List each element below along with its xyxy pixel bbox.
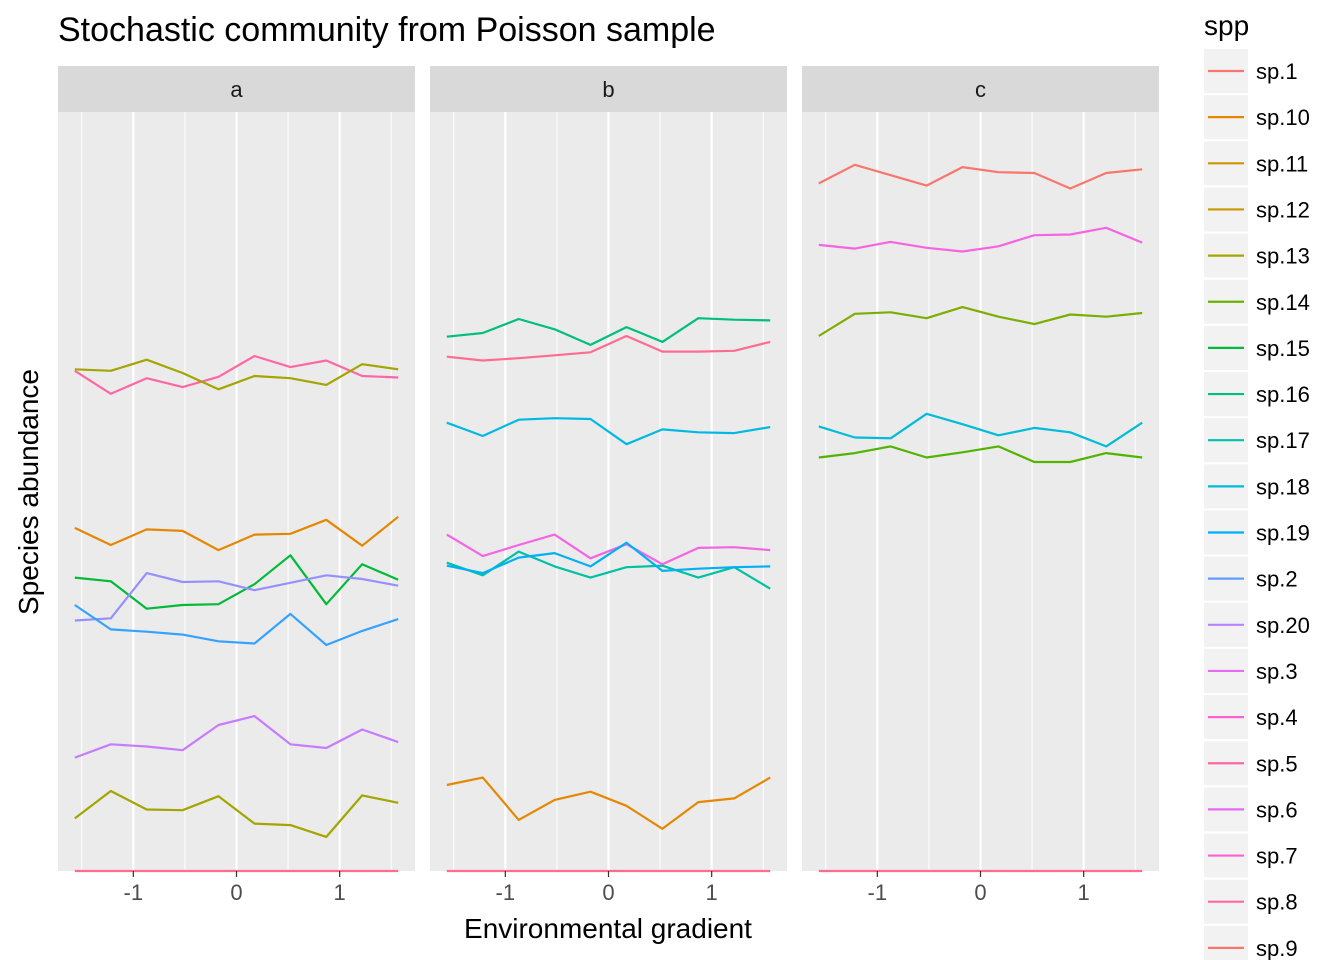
chart-title: Stochastic community from Poisson sample bbox=[58, 11, 716, 49]
legend-label: sp.6 bbox=[1256, 797, 1298, 822]
series-line-c-2 bbox=[818, 226, 1143, 253]
legend-label: sp.12 bbox=[1256, 197, 1310, 222]
series-line-a-8 bbox=[74, 789, 399, 839]
series-line-b-4 bbox=[446, 533, 771, 566]
legend-item: sp.13 bbox=[1204, 233, 1310, 278]
legend-label: sp.1 bbox=[1256, 59, 1298, 84]
legend-item: sp.20 bbox=[1204, 602, 1310, 647]
legend-label: sp.15 bbox=[1256, 336, 1310, 361]
facet-panel-a: a -1 0 1 bbox=[58, 66, 415, 905]
legend: spp sp.1 sp.10 sp.11 sp.12 sp.13 sp.14 sp.15 sp… bbox=[1204, 10, 1310, 960]
legend-label: sp.20 bbox=[1256, 613, 1310, 638]
legend-label: sp.9 bbox=[1256, 936, 1298, 960]
legend-item: sp.11 bbox=[1204, 141, 1308, 186]
x-tick-label: 0 bbox=[602, 880, 614, 905]
legend-item: sp.15 bbox=[1204, 325, 1310, 370]
legend-key bbox=[1204, 925, 1248, 960]
series-line-b-7 bbox=[446, 776, 771, 830]
facet-strip-label: c bbox=[975, 77, 986, 102]
facet-strip bbox=[430, 66, 787, 112]
legend-item: sp.3 bbox=[1204, 648, 1298, 693]
legend-label: sp.11 bbox=[1256, 151, 1308, 176]
legend-label: sp.13 bbox=[1256, 244, 1310, 269]
x-tick-label: 0 bbox=[230, 880, 242, 905]
legend-item: sp.18 bbox=[1204, 464, 1310, 509]
legend-label: sp.4 bbox=[1256, 705, 1298, 730]
legend-item: sp.16 bbox=[1204, 372, 1310, 417]
legend-item: sp.10 bbox=[1204, 95, 1310, 140]
series-line-a-5 bbox=[74, 571, 399, 622]
x-tick-label: 1 bbox=[706, 880, 718, 905]
legend-label: sp.14 bbox=[1256, 290, 1310, 315]
legend-label: sp.5 bbox=[1256, 751, 1298, 776]
series-line-b-3 bbox=[446, 417, 771, 446]
x-axis-title: Environmental gradient bbox=[464, 913, 752, 944]
series-line-a-6 bbox=[74, 604, 399, 647]
legend-label: sp.16 bbox=[1256, 382, 1310, 407]
legend-item: sp.12 bbox=[1204, 187, 1310, 232]
legend-item: sp.5 bbox=[1204, 741, 1298, 786]
series-line-a-2 bbox=[74, 358, 399, 391]
x-tick-label: 1 bbox=[1078, 880, 1090, 905]
series-line-b-5 bbox=[446, 550, 771, 590]
legend-item: sp.7 bbox=[1204, 833, 1298, 878]
legend-label: sp.10 bbox=[1256, 105, 1310, 130]
series-line-a-7 bbox=[74, 714, 399, 759]
facet-strip bbox=[802, 66, 1159, 112]
x-tick-label: -1 bbox=[124, 880, 144, 905]
legend-label: sp.8 bbox=[1256, 890, 1298, 915]
facet-panel-c: c -1 0 1 bbox=[802, 66, 1159, 905]
x-tick-label: -1 bbox=[496, 880, 516, 905]
facet-panel-b: b -1 0 1 bbox=[430, 66, 787, 905]
legend-item: sp.2 bbox=[1204, 556, 1298, 601]
legend-label: sp.3 bbox=[1256, 659, 1298, 684]
legend-label: sp.19 bbox=[1256, 521, 1310, 546]
legend-label: sp.7 bbox=[1256, 844, 1298, 869]
legend-item: sp.8 bbox=[1204, 879, 1298, 924]
legend-item: sp.14 bbox=[1204, 279, 1310, 324]
legend-label: sp.18 bbox=[1256, 474, 1310, 499]
legend-item: sp.1 bbox=[1204, 49, 1298, 93]
facet-strip bbox=[58, 66, 415, 112]
series-line-c-5 bbox=[818, 445, 1143, 464]
legend-item: sp.4 bbox=[1204, 695, 1298, 740]
legend-label: sp.2 bbox=[1256, 567, 1298, 592]
series-line-c-3 bbox=[818, 306, 1143, 337]
series-line-c-4 bbox=[818, 412, 1143, 448]
legend-item: sp.19 bbox=[1204, 510, 1310, 555]
facet-strip-label: a bbox=[230, 77, 243, 102]
series-line-b-6 bbox=[446, 541, 771, 575]
x-tick-label: -1 bbox=[868, 880, 888, 905]
legend-label: sp.17 bbox=[1256, 428, 1310, 453]
legend-title: spp bbox=[1204, 10, 1249, 41]
series-line-b-2 bbox=[446, 334, 771, 362]
facet-panels: a -1 0 1 b -1 0 1 c -1 0 1 bbox=[58, 66, 1159, 905]
legend-item: sp.6 bbox=[1204, 787, 1298, 832]
x-tick-label: 1 bbox=[334, 880, 346, 905]
series-line-c-1 bbox=[818, 163, 1143, 190]
series-line-a-3 bbox=[74, 515, 399, 552]
facet-strip-label: b bbox=[602, 77, 614, 102]
series-line-b-1 bbox=[446, 317, 771, 346]
legend-item: sp.9 bbox=[1204, 925, 1298, 960]
x-tick-label: 0 bbox=[974, 880, 986, 905]
y-axis-title: Species abundance bbox=[13, 369, 44, 615]
series-line-a-1 bbox=[74, 354, 399, 395]
legend-item: sp.17 bbox=[1204, 418, 1310, 463]
